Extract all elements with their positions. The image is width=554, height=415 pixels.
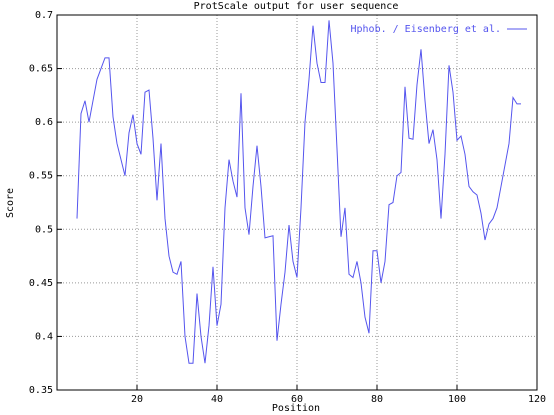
x-axis-label: Position (272, 403, 320, 414)
chart-title: ProtScale output for user sequence (194, 1, 399, 12)
y-tick-label: 0.6 (35, 117, 53, 128)
x-tick-label: 60 (291, 394, 303, 405)
x-tick-label: 40 (211, 394, 223, 405)
data-line (76, 20, 521, 364)
y-tick-label: 0.7 (35, 10, 53, 21)
y-tick-label: 0.35 (29, 385, 53, 396)
plot-frame (56, 14, 538, 391)
y-tick-label: 0.65 (29, 64, 53, 75)
y-tick-label: 0.4 (35, 331, 53, 342)
x-tick-label: 120 (528, 394, 546, 405)
x-tick-label: 80 (371, 394, 383, 405)
y-tick-label: 0.55 (29, 171, 53, 182)
y-tick-label: 0.5 (35, 224, 53, 235)
legend-label: Hphob. / Eisenberg et al. (350, 24, 501, 35)
x-tick-label: 20 (131, 394, 143, 405)
y-axis-label: Score (5, 188, 16, 218)
y-tick-label: 0.45 (29, 278, 53, 289)
x-tick-label: 100 (448, 394, 466, 405)
